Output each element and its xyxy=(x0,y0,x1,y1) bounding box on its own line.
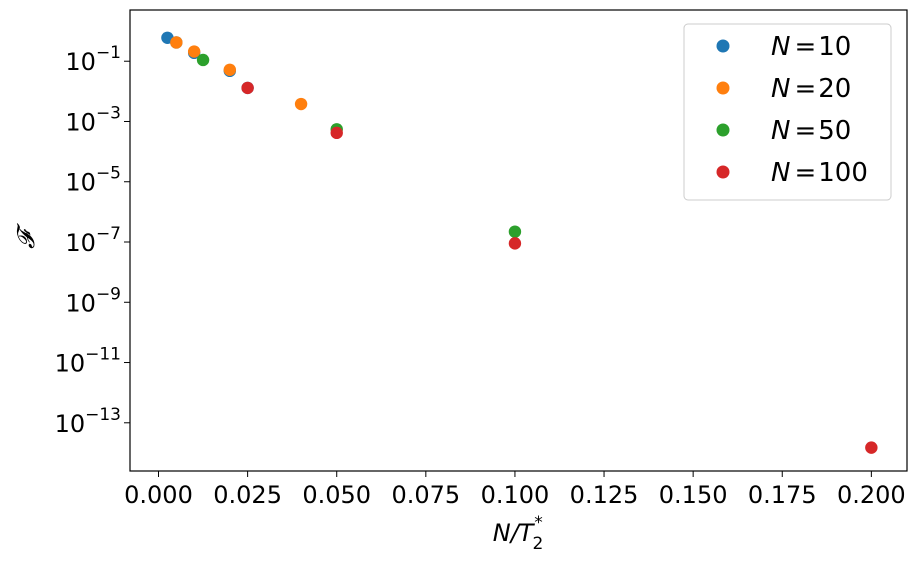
y-tick-exponent: −3 xyxy=(96,103,121,123)
x-tick-label: 0.075 xyxy=(391,481,460,509)
legend-value: 20 xyxy=(818,74,851,104)
x-tick-label: 0.175 xyxy=(748,481,817,509)
y-tick-exponent: −5 xyxy=(96,164,121,184)
data-point xyxy=(223,63,236,76)
legend-equals: = xyxy=(794,116,816,146)
x-tick-label: 0.125 xyxy=(570,481,639,509)
y-tick-label: 10−1 xyxy=(65,43,121,76)
series-100 xyxy=(241,81,878,454)
y-axis-label: 𝓕 xyxy=(12,223,40,249)
legend-equals: = xyxy=(794,32,816,62)
legend-entry: N =10 xyxy=(771,32,851,62)
y-tick-exponent: −7 xyxy=(96,224,121,244)
y-tick-label: 10−11 xyxy=(55,345,121,378)
data-point xyxy=(170,36,183,49)
series-20 xyxy=(170,36,308,111)
x-tick-label: 0.150 xyxy=(659,481,728,509)
y-tick-exponent: −9 xyxy=(96,284,121,304)
legend-marker xyxy=(716,81,730,95)
y-tick-base: 10 xyxy=(65,169,96,197)
y-tick-label: 10−3 xyxy=(65,103,121,136)
x-tick-label: 0.000 xyxy=(124,481,193,509)
x-axis-ticks: 0.000 0.025 0.050 0.075 0.100 0.125 0.150 0.175… xyxy=(124,471,906,509)
plot-frame xyxy=(129,9,908,472)
legend-marker xyxy=(716,123,730,137)
series-50 xyxy=(196,53,522,238)
data-point xyxy=(241,81,254,95)
y-tick-base: 10 xyxy=(55,350,86,378)
y-tick-base: 10 xyxy=(65,289,96,317)
legend-value: 100 xyxy=(818,158,868,188)
y-tick-base: 10 xyxy=(55,410,86,438)
y-tick-exponent: −13 xyxy=(85,405,121,425)
legend-var: N xyxy=(771,116,790,146)
data-point xyxy=(508,225,522,238)
legend-value: 50 xyxy=(818,116,851,146)
legend-equals: = xyxy=(794,74,816,104)
legend: N =10N =20N =50N =100 xyxy=(683,23,892,201)
x-axis-label-main: N/T xyxy=(493,519,536,547)
data-point xyxy=(865,441,878,454)
legend-value: 10 xyxy=(818,32,851,62)
y-tick-exponent: −1 xyxy=(96,43,121,63)
x-tick-label: 0.200 xyxy=(837,481,906,509)
y-tick-base: 10 xyxy=(65,108,96,136)
data-point xyxy=(330,126,343,140)
legend-entry: N =20 xyxy=(771,74,851,104)
data-points xyxy=(161,31,878,454)
legend-marker xyxy=(716,165,730,179)
x-tick-label: 0.025 xyxy=(213,481,282,509)
y-tick-label: 10−7 xyxy=(65,224,121,257)
legend-var: N xyxy=(771,158,790,188)
data-point xyxy=(196,53,210,67)
x-axis-label-sup: * xyxy=(534,513,543,533)
y-tick-base: 10 xyxy=(65,229,96,257)
legend-box xyxy=(683,23,892,201)
x-tick-label: 0.050 xyxy=(302,481,371,509)
y-tick-label: 10−13 xyxy=(55,405,121,438)
y-tick-base: 10 xyxy=(65,48,96,76)
x-axis-label: N/T2* xyxy=(493,513,544,554)
y-tick-label: 10−5 xyxy=(65,164,121,197)
legend-equals: = xyxy=(794,158,816,188)
legend-entry: N =50 xyxy=(771,116,851,146)
data-point xyxy=(508,237,522,250)
legend-var: N xyxy=(771,32,790,62)
data-point xyxy=(187,45,201,58)
y-tick-exponent: −11 xyxy=(85,345,121,365)
legend-var: N xyxy=(771,74,790,104)
x-tick-label: 0.100 xyxy=(481,481,550,509)
legend-entry: N =100 xyxy=(771,158,868,188)
data-point xyxy=(294,97,308,111)
legend-marker xyxy=(716,39,730,53)
y-tick-label: 10−9 xyxy=(65,284,121,317)
x-axis-label-sub: 2 xyxy=(532,534,543,554)
